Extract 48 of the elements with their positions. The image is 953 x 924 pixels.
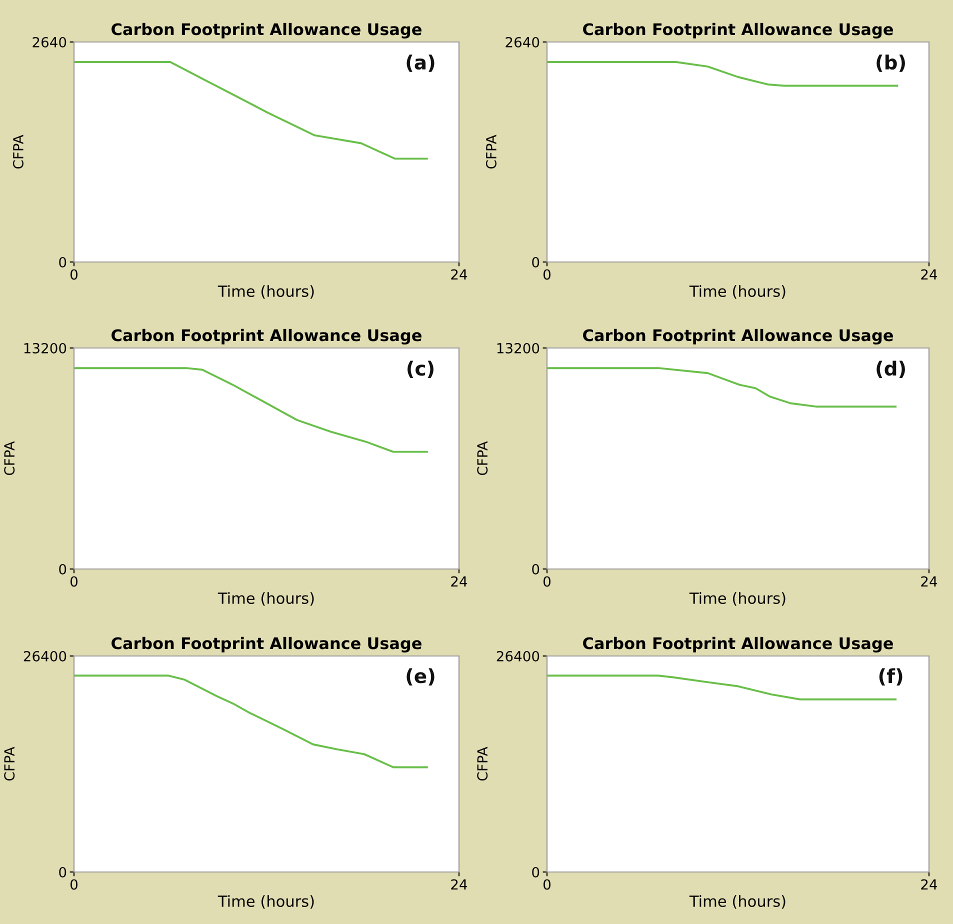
y-axis-title: CFPA [477, 441, 488, 476]
x-tick-label: 0 [543, 576, 550, 587]
y-tick-label: 0 [59, 866, 66, 878]
x-tick-label: 24 [921, 879, 938, 890]
y-tick-label: 0 [532, 564, 540, 574]
x-axis-title: Time (hours) [218, 895, 314, 909]
chart-title: Carbon Footprint Allowance Usage [112, 328, 422, 344]
x-axis-title: Time (hours) [218, 285, 314, 299]
x-tick-label: 24 [921, 269, 938, 280]
chart-title: Carbon Footprint Allowance Usage [583, 636, 893, 652]
annotation: (a) [406, 54, 434, 72]
x-tick-label: 24 [451, 879, 468, 890]
x-tick-label: 0 [70, 269, 78, 280]
annotation: (c) [408, 360, 434, 378]
annotation: (f) [879, 668, 902, 686]
y-axis-title: CFPA [4, 441, 15, 476]
x-axis-title: Time (hours) [689, 285, 786, 299]
y-axis-title: CFPA [12, 134, 24, 169]
x-axis-title: Time (hours) [689, 895, 786, 909]
x-tick-label: 24 [921, 576, 938, 586]
y-tick-label: 0 [59, 564, 66, 574]
x-tick-label: 0 [543, 879, 550, 890]
x-axis-title: Time (hours) [218, 592, 314, 606]
x-tick-label: 24 [451, 576, 468, 586]
y-axis-title: CFPA [477, 746, 488, 781]
y-tick-label: 2640 [506, 36, 540, 48]
chart-title: Carbon Footprint Allowance Usage [583, 328, 893, 344]
annotation: (d) [876, 360, 905, 378]
y-tick-label: 2640 [32, 36, 66, 48]
y-tick-label: 0 [532, 866, 540, 878]
chart-title: Carbon Footprint Allowance Usage [112, 636, 422, 652]
y-axis-title: CFPA [486, 134, 496, 169]
y-tick-label: 13200 [497, 342, 540, 354]
annotation: (e) [406, 668, 434, 686]
y-tick-label: 26400 [496, 650, 540, 662]
y-tick-label: 0 [59, 256, 66, 268]
chart-title: Carbon Footprint Allowance Usage [583, 22, 893, 38]
x-axis-title: Time (hours) [689, 592, 786, 606]
x-tick-label: 0 [543, 269, 550, 280]
chart-title: Carbon Footprint Allowance Usage [112, 22, 422, 38]
x-tick-label: 0 [70, 879, 78, 890]
x-tick-label: 0 [70, 576, 78, 587]
y-tick-label: 0 [532, 256, 540, 268]
y-tick-label: 26400 [24, 650, 66, 662]
y-axis-title: CFPA [4, 746, 15, 781]
annotation: (b) [876, 54, 905, 72]
x-tick-label: 24 [451, 269, 468, 280]
y-tick-label: 13200 [24, 342, 66, 354]
